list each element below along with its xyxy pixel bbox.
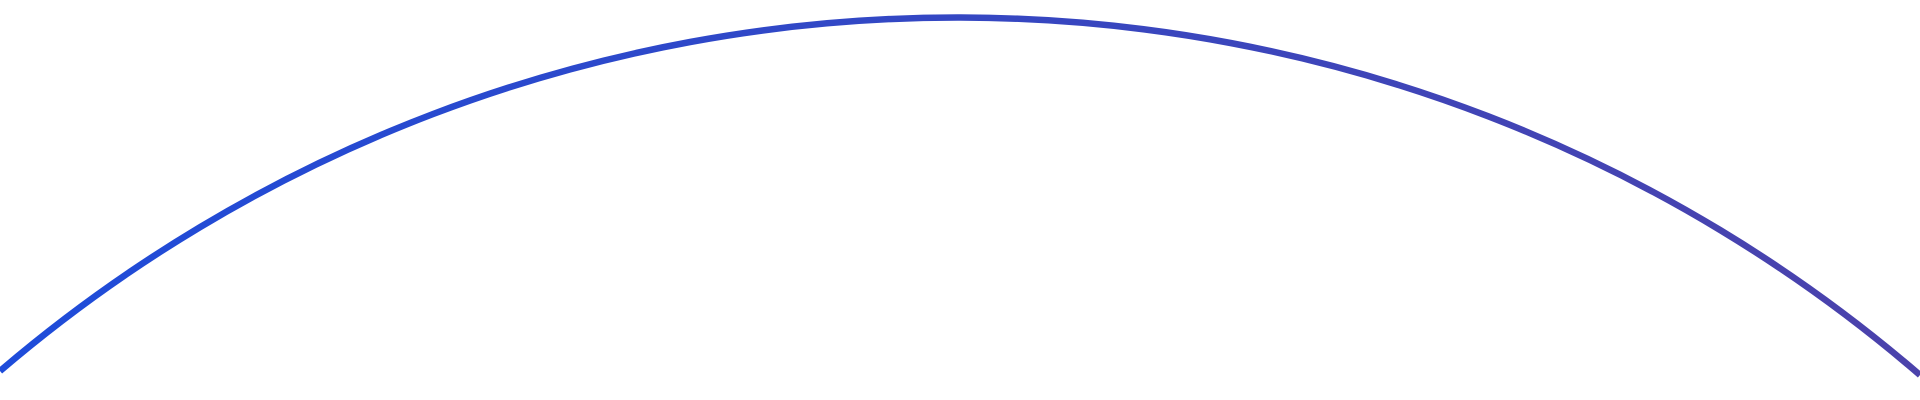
- curve-path: [0, 14, 1920, 378]
